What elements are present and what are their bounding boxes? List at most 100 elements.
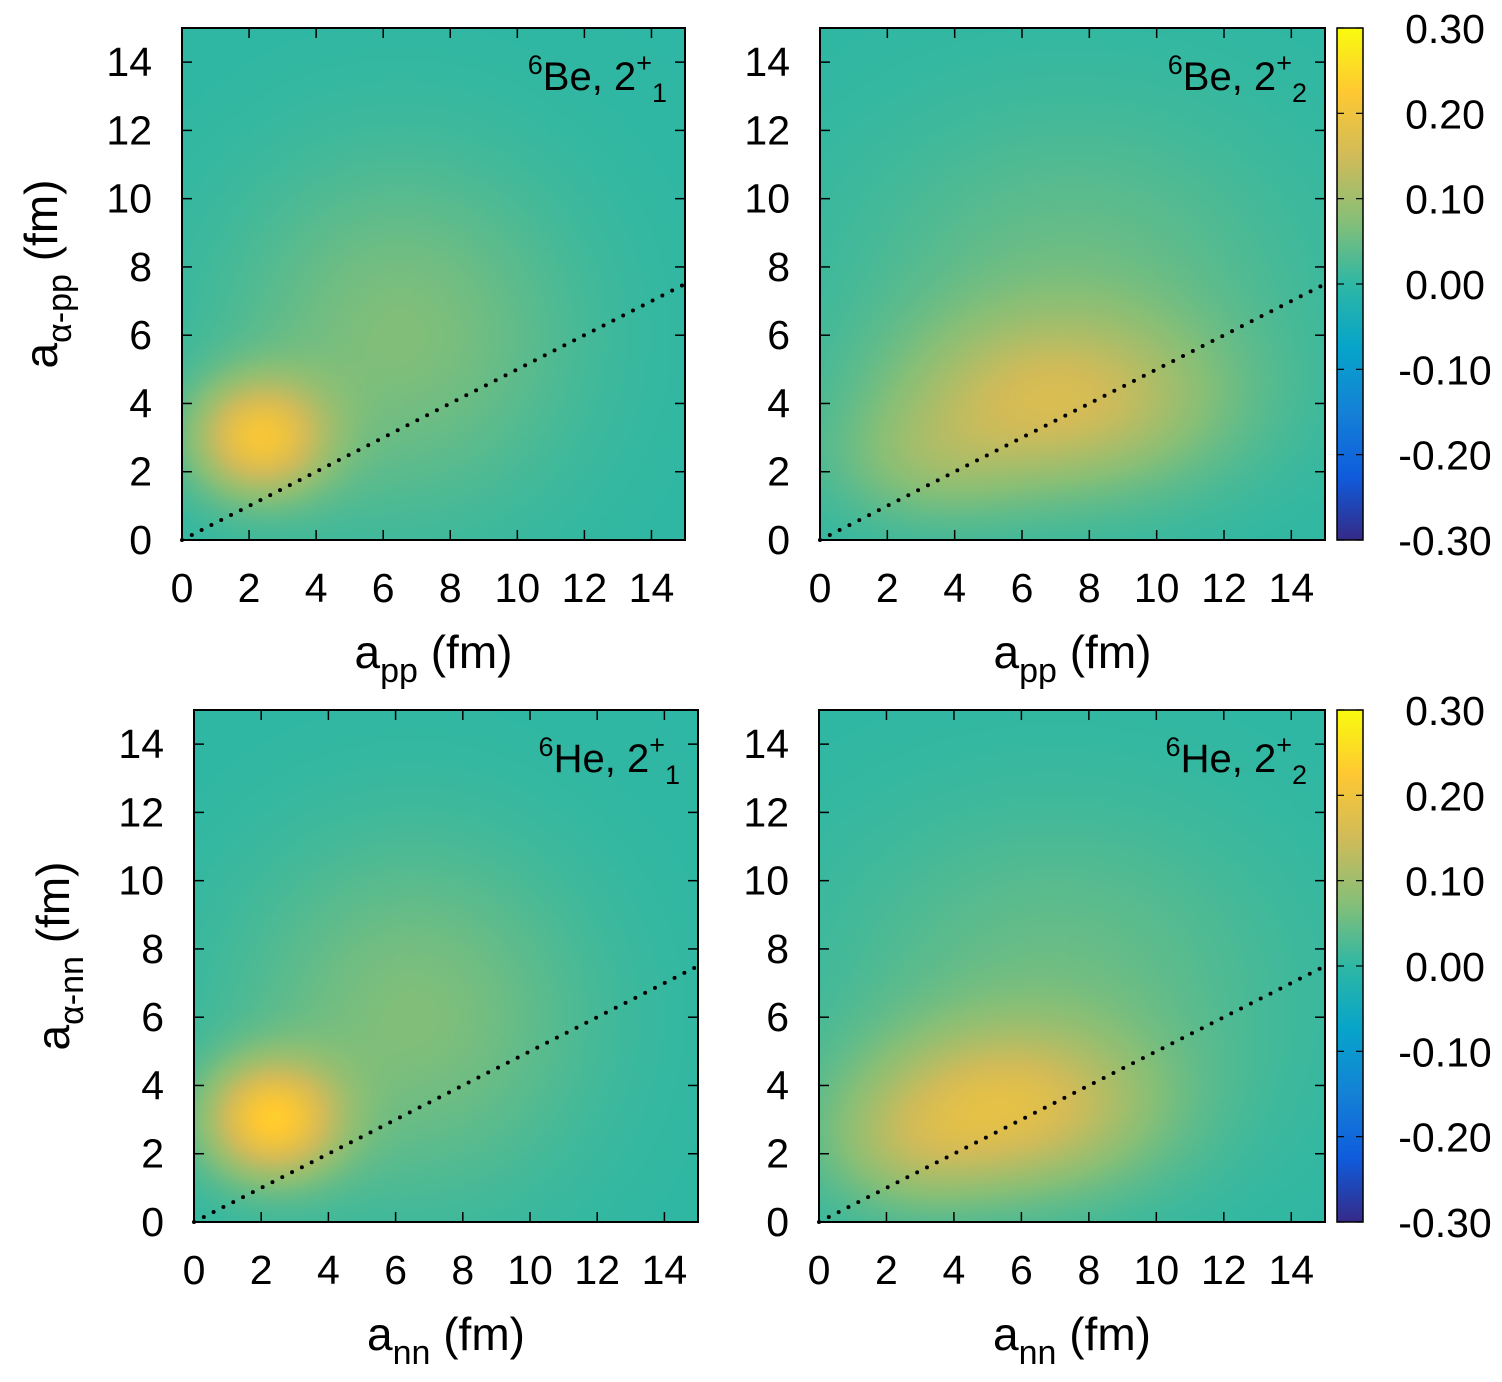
colorbar-2: 0.30 0.20 0.10 0.00 -0.10 -0.20 -0.30 — [1336, 688, 1492, 1246]
y-tick-label: 4 — [767, 380, 790, 426]
x-tick-label: 12 — [1201, 565, 1247, 611]
heatmap-image — [194, 710, 698, 1222]
y-tick-label: 8 — [767, 244, 790, 290]
colorbar-tick-label: -0.10 — [1398, 347, 1491, 393]
y-tick-label: 12 — [744, 107, 790, 153]
x-tick-label: 10 — [1134, 1247, 1180, 1293]
x-tick-label: 4 — [305, 565, 328, 611]
heatmap-image — [820, 28, 1325, 540]
y-tick-label: 12 — [118, 789, 164, 835]
colorbar-1: 0.30 0.20 0.10 0.00 -0.10 -0.20 -0.30 — [1336, 6, 1492, 564]
y-tick-label: 6 — [141, 994, 164, 1040]
y-tick-label: 2 — [766, 1131, 789, 1177]
x-tick-label: 0 — [808, 1247, 831, 1293]
y-tick-label: 12 — [106, 107, 152, 153]
colorbar-tick-label: 0.30 — [1405, 6, 1485, 52]
colorbar-tick-label: -0.20 — [1398, 433, 1491, 479]
x-tick-label: 2 — [876, 565, 899, 611]
x-tick-label: 6 — [372, 565, 395, 611]
y-tick-label: 2 — [767, 449, 790, 495]
y-tick-label: 10 — [744, 176, 790, 222]
y-tick-label: 6 — [767, 312, 790, 358]
y-tick-label: 0 — [141, 1199, 164, 1245]
dotted-reference-line — [192, 964, 700, 1224]
heatmap-image — [182, 28, 685, 540]
dotted-reference-line — [817, 964, 1327, 1224]
x-tick-label: 12 — [1201, 1247, 1247, 1293]
x-tick-label: 2 — [875, 1247, 898, 1293]
x-tick-label: 0 — [183, 1247, 206, 1293]
y-tick-label: 14 — [744, 39, 790, 85]
x-tick-label: 4 — [943, 1247, 966, 1293]
x-axis-label: ann (fm) — [367, 1308, 525, 1372]
x-tick-label: 10 — [495, 565, 541, 611]
y-tick-label: 14 — [743, 721, 789, 767]
x-axis-label: ann (fm) — [993, 1308, 1151, 1372]
x-tick-label: 0 — [809, 565, 832, 611]
y-tick-label: 4 — [129, 380, 152, 426]
x-tick-label: 10 — [507, 1247, 553, 1293]
x-tick-label: 8 — [1077, 1247, 1100, 1293]
plot-frame — [181, 27, 686, 541]
y-tick-label: 14 — [106, 39, 152, 85]
y-tick-label: 0 — [129, 517, 152, 563]
plot-frame — [819, 27, 1326, 541]
colorbar-tick-label: -0.30 — [1398, 518, 1491, 564]
colorbar-tick-label: 0.20 — [1405, 773, 1485, 819]
panel-label: 6Be, 2+1 — [528, 48, 667, 108]
x-tick-label: 6 — [1010, 1247, 1033, 1293]
y-tick-label: 2 — [129, 449, 152, 495]
y-tick-label: 2 — [141, 1131, 164, 1177]
plot-frame — [193, 709, 699, 1223]
panel-label: 6He, 2+1 — [539, 730, 680, 790]
x-tick-label: 8 — [451, 1247, 474, 1293]
colorbar-tick-label: -0.10 — [1398, 1029, 1491, 1075]
heatmap-image — [819, 710, 1325, 1222]
x-tick-label: 14 — [629, 565, 675, 611]
x-tick-label: 14 — [1268, 1247, 1314, 1293]
colorbar-tick-label: 0.20 — [1405, 91, 1485, 137]
colorbar-tick-label: 0.30 — [1405, 688, 1485, 734]
y-axis-label: aα-nn (fm) — [27, 862, 91, 1051]
dotted-reference-line — [818, 282, 1327, 542]
plot-frame — [818, 709, 1326, 1223]
y-tick-label: 8 — [766, 926, 789, 972]
y-tick-label: 4 — [141, 1062, 164, 1108]
panel-label: 6He, 2+2 — [1166, 730, 1307, 790]
x-tick-label: 14 — [1269, 565, 1315, 611]
x-axis-label: app (fm) — [355, 626, 513, 690]
colorbar-tick-label: -0.20 — [1398, 1115, 1491, 1161]
x-tick-label: 8 — [439, 565, 462, 611]
y-tick-label: 14 — [118, 721, 164, 767]
colorbar-tick-label: 0.10 — [1405, 859, 1485, 905]
x-tick-label: 2 — [250, 1247, 273, 1293]
y-tick-label: 10 — [743, 858, 789, 904]
x-tick-label: 14 — [642, 1247, 688, 1293]
x-tick-label: 4 — [317, 1247, 340, 1293]
x-tick-label: 2 — [238, 565, 261, 611]
x-tick-label: 6 — [384, 1247, 407, 1293]
y-tick-label: 0 — [767, 517, 790, 563]
colorbar-tick-label: -0.30 — [1398, 1200, 1491, 1246]
y-tick-label: 10 — [118, 858, 164, 904]
x-tick-label: 4 — [943, 565, 966, 611]
y-tick-label: 6 — [766, 994, 789, 1040]
x-tick-label: 12 — [562, 565, 608, 611]
colorbar-tick-label: 0.00 — [1405, 262, 1485, 308]
y-tick-label: 0 — [766, 1199, 789, 1245]
x-tick-label: 12 — [574, 1247, 620, 1293]
x-tick-label: 0 — [171, 565, 194, 611]
colorbar-tick-label: 0.10 — [1405, 177, 1485, 223]
panel-label: 6Be, 2+2 — [1168, 48, 1307, 108]
y-tick-label: 4 — [766, 1062, 789, 1108]
x-tick-label: 10 — [1134, 565, 1180, 611]
x-tick-label: 8 — [1078, 565, 1101, 611]
y-tick-label: 8 — [129, 244, 152, 290]
y-axis-label: aα-pp (fm) — [15, 180, 79, 369]
x-axis-label: app (fm) — [994, 626, 1152, 690]
